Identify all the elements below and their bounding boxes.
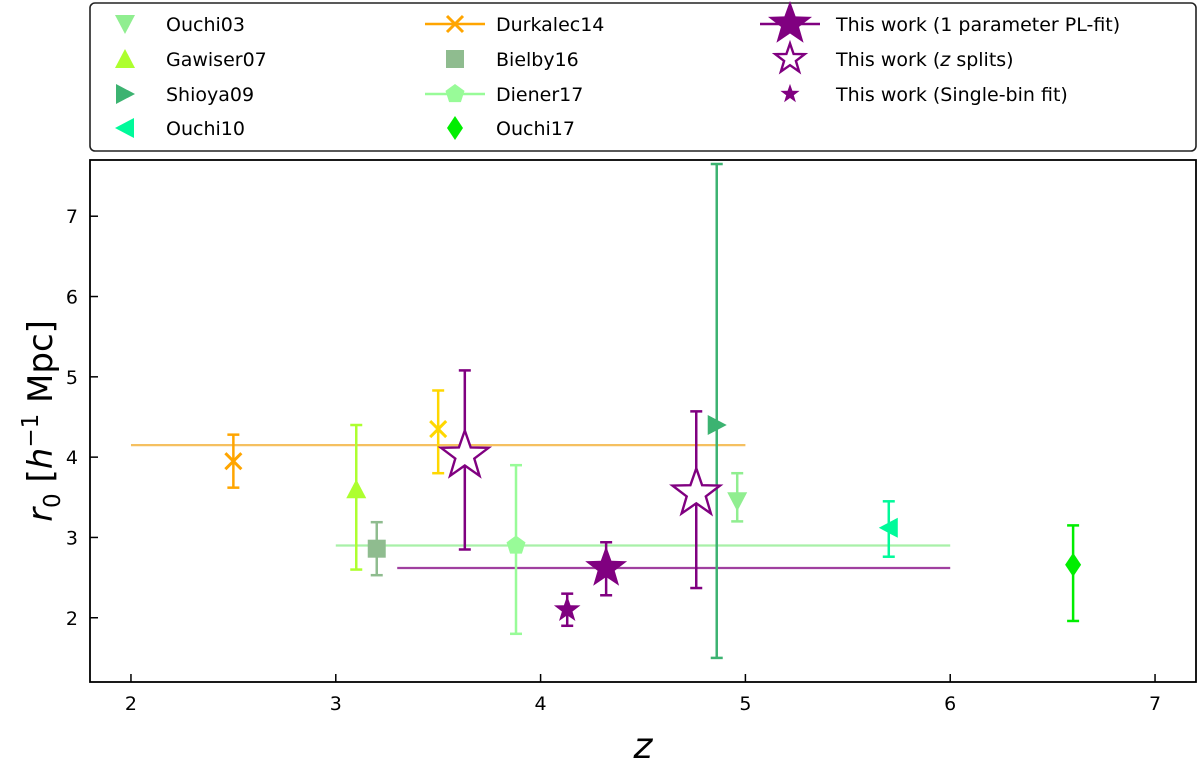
legend-entry-z_splits: This work (z splits) (771, 39, 1014, 75)
legend-label-durkalec14: Durkalec14 (496, 14, 604, 36)
legend-entry-ouchi03: Ouchi03 (115, 14, 245, 36)
legend-marker-pl_fit (768, 0, 812, 43)
legend-label-ouchi10: Ouchi10 (166, 118, 245, 140)
y-axis-title-open: [ (21, 469, 61, 493)
legend-label-gawiser07: Gawiser07 (166, 49, 267, 71)
legend-entry-single_bin: This work (Single-bin fit) (780, 83, 1068, 106)
ouchi03-point (727, 492, 748, 512)
x-tick-label: 4 (535, 693, 547, 715)
x-tick-label: 2 (125, 693, 137, 715)
z_splits-point (437, 426, 493, 479)
legend-label-diener17: Diener17 (496, 84, 583, 106)
diener17-point (506, 535, 526, 554)
y-axis-title-h: h (21, 448, 61, 470)
legend-label-ouchi17: Ouchi17 (496, 118, 575, 140)
legend-label-ouchi03: Ouchi03 (166, 14, 245, 36)
durkalec14-errorbar (432, 389, 445, 475)
y-axis-title-r: r (21, 506, 61, 522)
legend-entry-diener17: Diener17 (425, 84, 583, 106)
legend-marker-single_bin (780, 83, 800, 103)
legend-entry-gawiser07: Gawiser07 (115, 49, 267, 71)
y-axis-title-sub: 0 (40, 493, 66, 508)
x-tick-label: 5 (739, 693, 751, 715)
legend-label-z_splits: This work (z splits) (835, 49, 1014, 71)
y-tick-label: 2 (66, 608, 78, 630)
legend-entry-shioya09: Shioya09 (116, 84, 254, 106)
x-axis: 2 3 4 5 6 7 (125, 674, 1161, 715)
legend-entry-ouchi10: Ouchi10 (115, 118, 245, 140)
legend-marker-shioya09 (116, 84, 135, 104)
y-tick-label: 5 (66, 367, 78, 389)
x-tick-label: 7 (1149, 693, 1161, 715)
legend-label-pl_fit: This work (1 parameter PL-fit) (835, 14, 1120, 36)
legend-marker-bielby16 (446, 50, 464, 68)
legend-marker-ouchi10 (115, 118, 134, 138)
x-tick-label: 3 (330, 693, 342, 715)
y-axis-title: r0 [h−1 Mpc] (18, 320, 66, 522)
legend-label-bielby16: Bielby16 (496, 49, 579, 71)
bielby16-point (367, 539, 386, 558)
legend-label-single_bin: This work (Single-bin fit) (835, 84, 1068, 106)
legend-marker-durkalec14 (445, 14, 465, 34)
x-axis-title: z (633, 726, 654, 766)
ouchi10-point (878, 517, 898, 538)
legend-marker-gawiser07 (115, 49, 135, 68)
legend-marker-diener17 (445, 84, 465, 103)
legend-entry-pl_fit: This work (1 parameter PL-fit) (760, 0, 1120, 43)
y-tick-label: 3 (66, 527, 78, 549)
legend-entry-ouchi17: Ouchi17 (447, 116, 575, 140)
pl_fit-point (585, 546, 628, 586)
legend: Ouchi03 Gawiser07 Shioya09 Ouchi10 Durkalec1… (89, 0, 1197, 152)
y-tick-label: 4 (66, 447, 78, 469)
legend-marker-z_splits (771, 39, 809, 75)
legend-marker-ouchi03 (115, 15, 135, 34)
y-axis: 2 3 4 5 6 7 (66, 206, 98, 630)
legend-frame (89, 2, 1197, 152)
plot-frame (89, 159, 1197, 683)
plot-area: 2 3 4 5 6 7 2 3 4 5 6 7 (66, 159, 1197, 715)
legend-entry-durkalec14: Durkalec14 (425, 14, 604, 36)
shioya09-point (707, 415, 727, 436)
ouchi17-point (1065, 552, 1082, 577)
y-tick-label: 6 (66, 287, 78, 309)
durkalec14-point (429, 419, 448, 439)
x-tick-label: 6 (944, 693, 956, 715)
y-tick-label: 7 (66, 206, 78, 228)
legend-entry-bielby16: Bielby16 (446, 49, 579, 71)
z_splits-point (669, 464, 724, 517)
single_bin-point (553, 595, 581, 621)
durkalec14-point (224, 452, 243, 471)
shioya09-errorbar (710, 162, 723, 660)
y-axis-title-sup: −1 (18, 414, 44, 448)
y-axis-title-mpc: Mpc] (21, 320, 61, 414)
legend-marker-ouchi17 (447, 116, 463, 140)
gawiser07-point (346, 479, 367, 499)
legend-label-shioya09: Shioya09 (166, 84, 254, 106)
